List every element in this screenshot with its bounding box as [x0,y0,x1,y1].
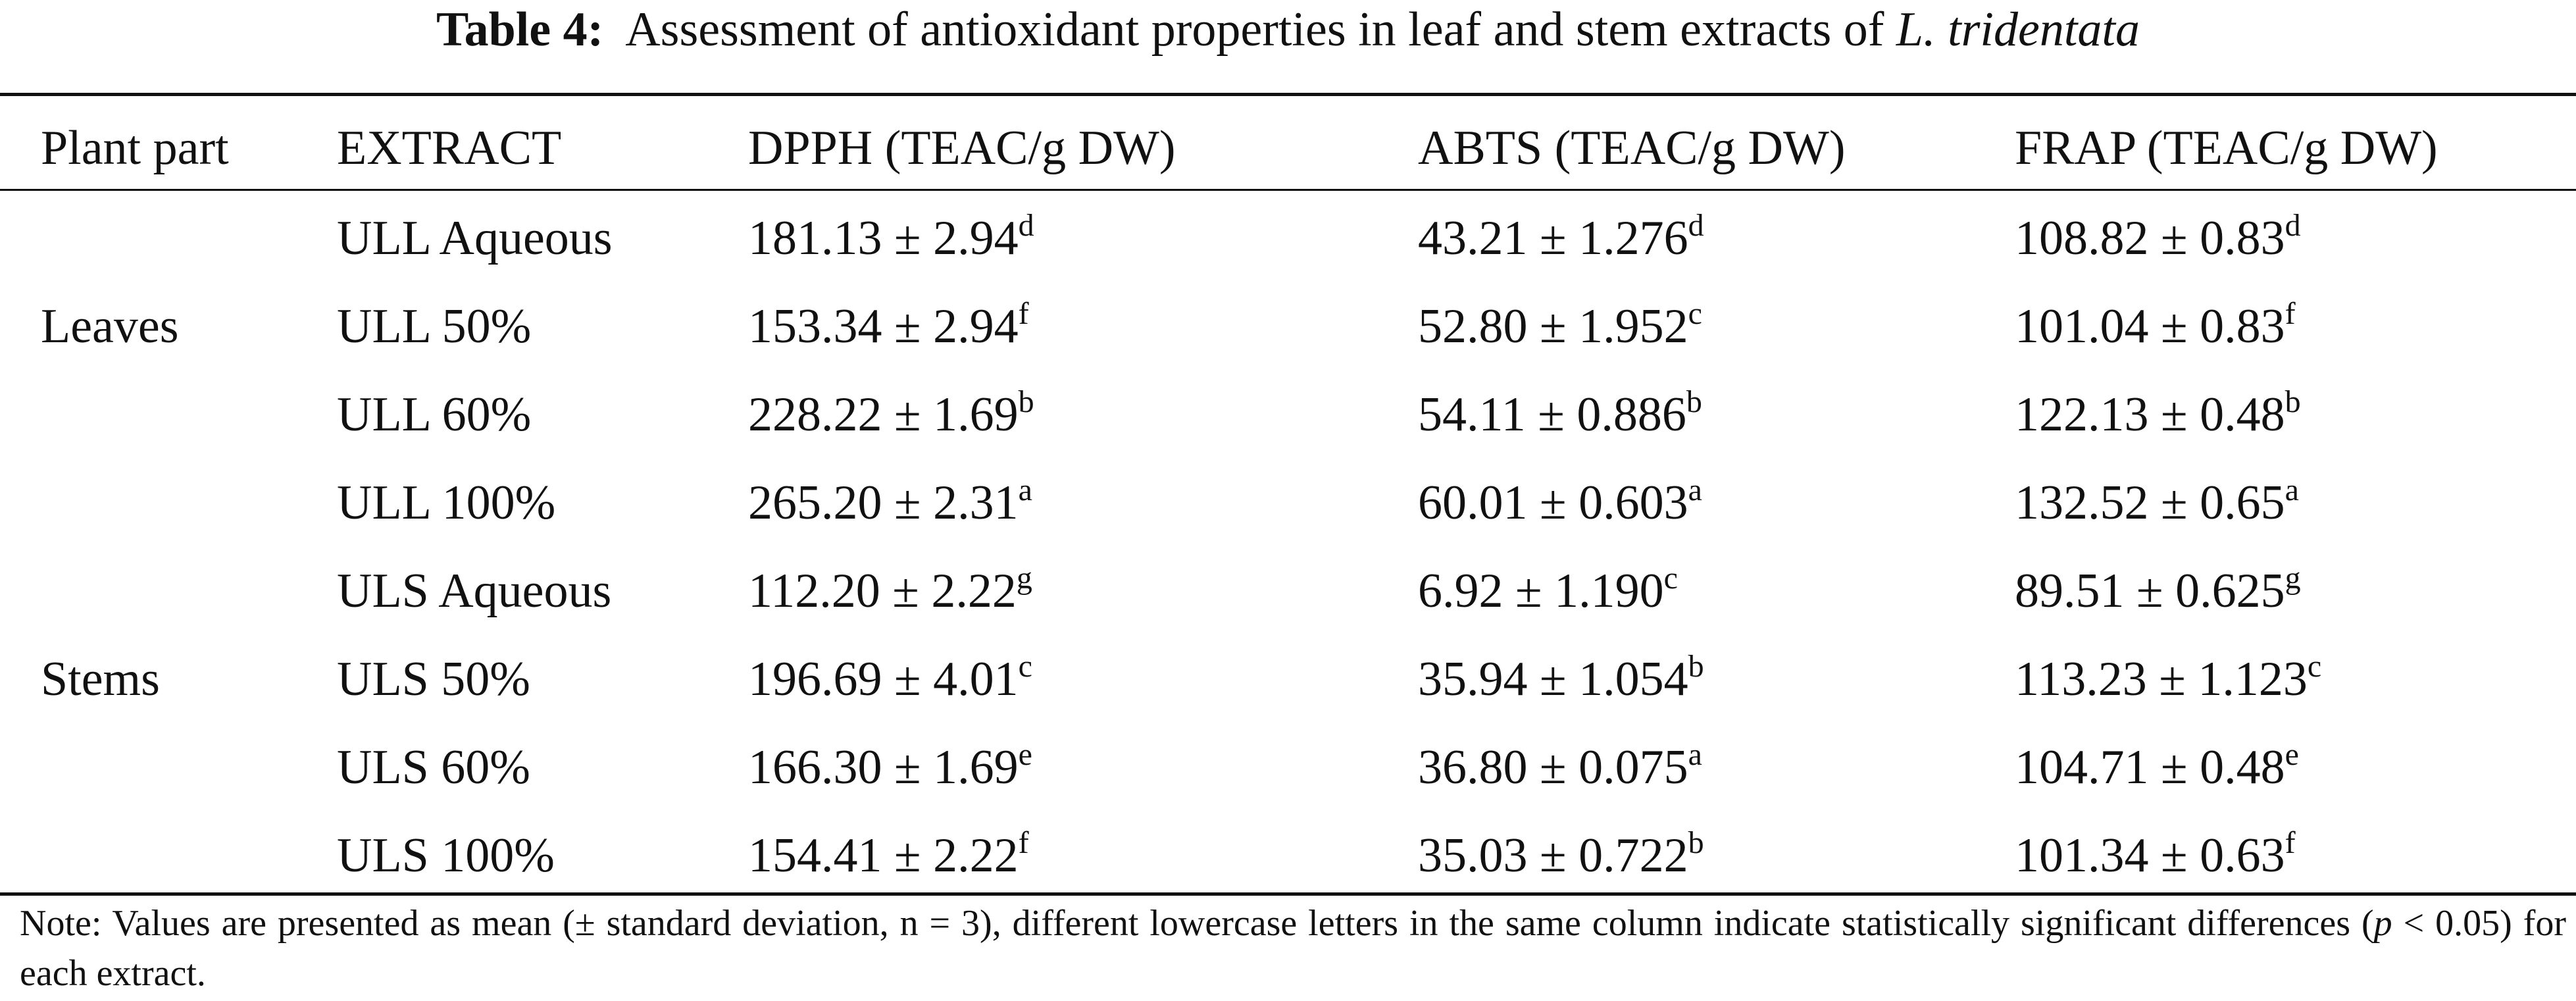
value: 43.21 ± 1.276 [1418,211,1688,265]
value-cell: 112.20 ± 2.22g [748,563,1032,618]
significance-letter: f [2285,296,2296,331]
value: 112.20 ± 2.22 [748,564,1017,618]
significance-letter: c [1018,649,1032,684]
value-cell: 89.51 ± 0.625g [2015,563,2301,618]
value-cell: 132.52 ± 0.65a [2015,475,2299,530]
value: 108.82 ± 0.83 [2015,211,2285,265]
significance-letter: c [2307,649,2322,684]
significance-letter: a [1018,473,1032,507]
extract-name: ULS 50% [337,652,530,706]
value: 265.20 ± 2.31 [748,476,1019,530]
note-text: Note: Values are presented as mean (± st… [20,903,2374,944]
value-cell: 52.80 ± 1.952c [1418,298,1702,353]
value-cell: 35.03 ± 0.722b [1418,827,1704,883]
header-cell: EXTRACT [337,121,562,175]
significance-letter: d [1018,208,1034,243]
value: 35.03 ± 0.722 [1418,829,1688,883]
header-cell: ABTS (TEAC/g DW) [1418,121,1846,175]
header-rule [0,189,2576,191]
header-cell: DPPH (TEAC/g DW) [748,121,1176,175]
plant-part: Leaves [41,299,179,353]
value-cell: 101.34 ± 0.63f [2015,827,2296,883]
extract-name: ULL 100% [337,476,556,530]
significance-letter: b [1688,649,1704,684]
value-cell: 104.71 ± 0.48e [2015,739,2299,794]
value: 101.04 ± 0.83 [2015,299,2285,353]
value: 132.52 ± 0.65 [2015,476,2285,530]
table-title: Table 4: Assessment of antioxidant prope… [0,5,2576,54]
value-cell: 228.22 ± 1.69b [748,386,1034,442]
bottom-rule [0,892,2576,896]
header-cell: FRAP (TEAC/g DW) [2015,121,2438,175]
significance-letter: e [1018,737,1032,772]
significance-letter: f [1018,825,1029,860]
significance-letter: a [2285,473,2299,507]
value: 113.23 ± 1.123 [2015,652,2308,706]
extract-name: ULS 100% [337,829,555,883]
significance-letter: b [1686,384,1702,419]
note-text: < 0.05) for each extract. [20,903,2567,994]
value-cell: 6.92 ± 1.190c [1418,563,1678,618]
value-cell: 154.41 ± 2.22f [748,827,1029,883]
plant-part: Stems [41,652,160,706]
value: 153.34 ± 2.94 [748,299,1019,353]
value: 181.13 ± 2.94 [748,211,1019,265]
extract-name: ULL 60% [337,388,532,442]
significance-letter: c [1688,296,1702,331]
value: 54.11 ± 0.886 [1418,388,1686,442]
significance-letter: c [1663,561,1678,596]
note-italic: p [2373,903,2392,944]
value-cell: 35.94 ± 1.054b [1418,651,1704,706]
header-cell: Plant part [41,121,229,175]
value: 166.30 ± 1.69 [748,740,1019,794]
significance-letter: d [1688,208,1704,243]
value-cell: 101.04 ± 0.83f [2015,298,2296,353]
significance-letter: a [1688,473,1702,507]
value: 101.34 ± 0.63 [2015,829,2285,883]
value: 36.80 ± 0.075 [1418,740,1688,794]
value-cell: 265.20 ± 2.31a [748,475,1032,530]
value-cell: 181.13 ± 2.94d [748,210,1034,265]
title-text: Assessment of antioxidant properties in … [625,3,1884,57]
value-cell: 153.34 ± 2.94f [748,298,1029,353]
value: 52.80 ± 1.952 [1418,299,1688,353]
value: 228.22 ± 1.69 [748,388,1019,442]
title-label: Table 4: [436,3,604,57]
extract-name: ULL 50% [337,299,532,353]
extract-name: ULL Aqueous [337,211,613,265]
value: 196.69 ± 4.01 [748,652,1019,706]
significance-letter: b [2285,384,2301,419]
value-cell: 108.82 ± 0.83d [2015,210,2301,265]
value-cell: 166.30 ± 1.69e [748,739,1032,794]
value: 104.71 ± 0.48 [2015,740,2285,794]
value: 89.51 ± 0.625 [2015,564,2285,618]
value: 60.01 ± 0.603 [1418,476,1688,530]
significance-letter: g [2285,561,2301,596]
table-note: Note: Values are presented as mean (± st… [20,898,2566,998]
value-cell: 196.69 ± 4.01c [748,651,1032,706]
significance-letter: g [1016,561,1032,596]
value-cell: 36.80 ± 0.075a [1418,739,1702,794]
top-rule [0,93,2576,96]
significance-letter: f [1018,296,1029,331]
value: 35.94 ± 1.054 [1418,652,1688,706]
significance-letter: e [2285,737,2299,772]
significance-letter: f [2285,825,2296,860]
extract-name: ULS Aqueous [337,564,612,618]
significance-letter: b [1688,825,1704,860]
value-cell: 43.21 ± 1.276d [1418,210,1704,265]
significance-letter: d [2285,208,2301,243]
value-cell: 54.11 ± 0.886b [1418,386,1702,442]
significance-letter: b [1018,384,1034,419]
value: 154.41 ± 2.22 [748,829,1019,883]
significance-letter: a [1688,737,1702,772]
value: 122.13 ± 0.48 [2015,388,2285,442]
extract-name: ULS 60% [337,740,530,794]
title-species: L. tridentata [1896,3,2140,57]
value-cell: 122.13 ± 0.48b [2015,386,2301,442]
value-cell: 113.23 ± 1.123c [2015,651,2321,706]
value-cell: 60.01 ± 0.603a [1418,475,1702,530]
value: 6.92 ± 1.190 [1418,564,1664,618]
